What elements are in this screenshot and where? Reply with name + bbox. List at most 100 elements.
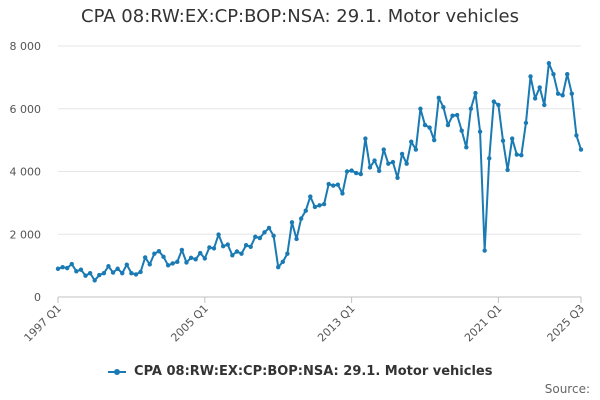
data-point <box>308 194 313 199</box>
data-point <box>156 248 162 254</box>
data-point <box>528 74 533 79</box>
data-point <box>555 91 561 96</box>
data-point <box>138 269 143 275</box>
data-point <box>312 204 318 210</box>
y-tick-label: 2 000 <box>10 228 42 241</box>
data-point <box>441 104 446 110</box>
data-point <box>193 257 198 262</box>
data-point <box>175 259 180 265</box>
data-point <box>514 152 519 157</box>
data-point <box>234 249 240 254</box>
data-point <box>101 270 107 276</box>
data-point <box>271 233 276 239</box>
data-point <box>551 72 556 77</box>
data-point <box>276 264 281 270</box>
data-point <box>500 138 506 143</box>
data-point <box>179 247 185 253</box>
data-point <box>354 170 359 176</box>
data-point <box>386 161 391 166</box>
data-point <box>120 270 125 276</box>
data-point <box>129 270 134 276</box>
legend-label: CPA 08:RW:EX:CP:BOP:NSA: 29.1. Motor veh… <box>134 364 493 379</box>
data-point <box>239 251 244 256</box>
data-point <box>537 85 542 90</box>
data-point <box>399 151 405 157</box>
data-point <box>280 259 285 265</box>
legend[interactable]: CPA 08:RW:EX:CP:BOP:NSA: 29.1. Motor veh… <box>0 364 600 379</box>
data-point <box>340 191 345 196</box>
data-point <box>165 263 171 268</box>
data-point <box>161 254 166 260</box>
data-point <box>482 248 487 253</box>
data-point <box>409 139 414 144</box>
data-point <box>532 96 538 101</box>
data-point <box>413 147 419 152</box>
data-point <box>363 136 368 141</box>
data-point <box>344 169 350 174</box>
data-point <box>459 128 464 133</box>
data-point <box>454 112 460 118</box>
y-tick-label: 6 000 <box>10 103 42 116</box>
gridlines <box>58 45 581 298</box>
chart-title: CPA 08:RW:EX:CP:BOP:NSA: 29.1. Motor veh… <box>81 6 519 27</box>
data-point <box>574 133 579 138</box>
data-point <box>248 244 253 249</box>
data-point <box>115 266 120 271</box>
data-point <box>78 267 84 272</box>
data-point <box>289 220 295 225</box>
x-axis: 1997 Q1 2005 Q1 2013 Q1 2021 Q1 2025 Q3 <box>22 297 588 345</box>
data-point <box>106 264 111 269</box>
data-point <box>294 236 299 242</box>
data-point <box>546 61 552 66</box>
data-point <box>436 95 441 100</box>
data-point <box>491 99 497 104</box>
data-point <box>404 161 409 166</box>
data-point <box>64 265 70 271</box>
y-tick-label: 4 000 <box>10 166 42 179</box>
data-point <box>243 243 249 248</box>
data-point <box>298 216 304 221</box>
data-point <box>578 147 584 152</box>
data-point <box>87 270 93 276</box>
data-point <box>509 136 515 141</box>
data-point <box>124 262 130 267</box>
data-point <box>60 264 65 270</box>
data-point <box>230 253 235 258</box>
data-point <box>445 122 451 128</box>
x-tick-label: 2013 Q1 <box>315 302 358 345</box>
data-point <box>427 125 432 130</box>
data-point <box>285 251 290 256</box>
data-point <box>266 225 272 231</box>
x-tick-label: 2021 Q1 <box>462 302 505 345</box>
data-point <box>211 246 217 251</box>
data-point <box>422 122 428 128</box>
data-point <box>565 72 570 77</box>
data-point <box>147 262 152 267</box>
data-point <box>92 278 97 283</box>
data-point <box>133 272 139 277</box>
data-point <box>464 145 469 150</box>
data-point <box>372 158 377 163</box>
data-point <box>262 230 267 235</box>
data-point <box>376 168 382 174</box>
data-point <box>523 120 529 126</box>
data-point <box>519 152 524 158</box>
data-point <box>142 255 148 260</box>
data-point <box>202 256 208 261</box>
data-point <box>496 102 501 108</box>
data-point <box>560 93 565 98</box>
data-point <box>317 203 322 208</box>
data-point <box>74 269 79 274</box>
data-point <box>390 159 396 165</box>
y-tick-label: 8 000 <box>10 40 42 53</box>
data-point <box>257 235 263 241</box>
y-axis: 0 2 000 4 000 6 000 8 000 <box>10 40 42 304</box>
x-tick-label: 1997 Q1 <box>22 302 65 345</box>
data-point <box>335 182 341 187</box>
x-tick-label: 2025 Q3 <box>545 302 588 345</box>
data-point <box>473 90 478 96</box>
data-point <box>220 243 226 249</box>
data-point <box>303 208 308 213</box>
data-point <box>505 167 510 173</box>
data-point <box>569 91 575 96</box>
